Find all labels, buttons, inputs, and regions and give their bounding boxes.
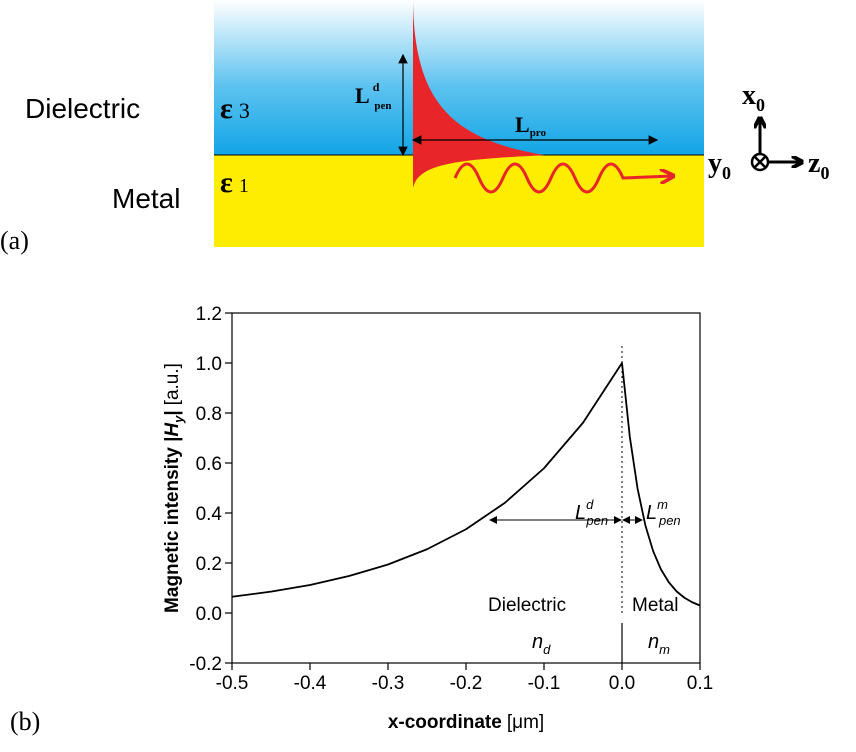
main: L (515, 112, 530, 137)
into-page (754, 156, 766, 168)
region-label: Metal (632, 595, 678, 616)
x-tick-label: -0.3 (372, 673, 405, 694)
sub: pen (374, 100, 391, 112)
index-label: nm (648, 631, 670, 657)
x-tick-label: -0.4 (294, 673, 327, 694)
sub: y (171, 415, 186, 424)
bold: Magnetic intensity | (162, 437, 183, 613)
y-axis-label: Magnetic intensity |Hy| [a.u.] (162, 363, 186, 613)
sub: 0 (820, 163, 829, 183)
curve (231, 362, 701, 607)
sub: m (659, 642, 670, 657)
layer-name: Metal (112, 183, 180, 214)
wave-arrow (453, 162, 672, 194)
main: L (355, 83, 370, 108)
y-tick-label: -0.2 (189, 654, 222, 675)
x-tick-label: 0.1 (687, 673, 713, 694)
main: n (648, 631, 659, 653)
end: | (162, 410, 183, 415)
italic: H (162, 422, 183, 437)
x-axis-label: x-coordinate [μm] (388, 712, 544, 733)
main: L (575, 502, 586, 524)
length-label: Ld pen (575, 497, 608, 528)
x-tick-label: 0.0 (609, 673, 635, 694)
sup: d (586, 497, 594, 512)
main: x (742, 80, 756, 111)
propagation-label: Lpro (515, 112, 546, 139)
y-tick-label: 1.0 (196, 354, 222, 375)
main: L (646, 502, 657, 524)
x-tick-label: -0.2 (450, 673, 483, 694)
into-page (750, 152, 770, 172)
x-tick-label: -0.1 (528, 673, 561, 694)
axis-label: y0 (708, 148, 731, 183)
y-tick-label: 0.6 (196, 454, 222, 475)
y-tick-label: 0.2 (196, 554, 222, 575)
panel-label: (b) (10, 707, 40, 736)
x-tick-label: -0.5 (216, 673, 249, 694)
index-label: nd (532, 631, 551, 657)
y-tick-label: 0.8 (196, 404, 222, 425)
y-tick-label: 0.0 (196, 604, 222, 625)
main: n (532, 631, 543, 653)
y-tick-label: 0.4 (196, 504, 223, 525)
length-label: Lm pen (646, 497, 681, 528)
sub: pen (585, 513, 608, 528)
index: 1 (239, 175, 249, 197)
index: 3 (239, 98, 250, 123)
symbol: ε (220, 166, 233, 199)
sub: pro (530, 127, 547, 139)
unit: [μm] (507, 712, 544, 733)
sub: d (543, 642, 551, 657)
sup: m (657, 497, 668, 512)
sub: 0 (722, 163, 731, 183)
main: z (808, 148, 820, 179)
bold: x-coordinate (388, 712, 502, 733)
layer-name: Dielectric (25, 93, 140, 124)
region-label: Dielectric (488, 595, 566, 616)
sub: 0 (756, 95, 765, 115)
plot-frame (231, 312, 701, 664)
axis-label: z0 (808, 148, 829, 183)
symbol: ε (220, 92, 233, 125)
sub: pen (658, 513, 681, 528)
main: y (708, 148, 722, 179)
panel-label: (a) (0, 226, 29, 255)
axis-label: x0 (742, 80, 765, 115)
sup: d (373, 80, 380, 94)
y-tick-label: 1.2 (196, 304, 222, 325)
unit: [a.u.] (162, 363, 183, 405)
